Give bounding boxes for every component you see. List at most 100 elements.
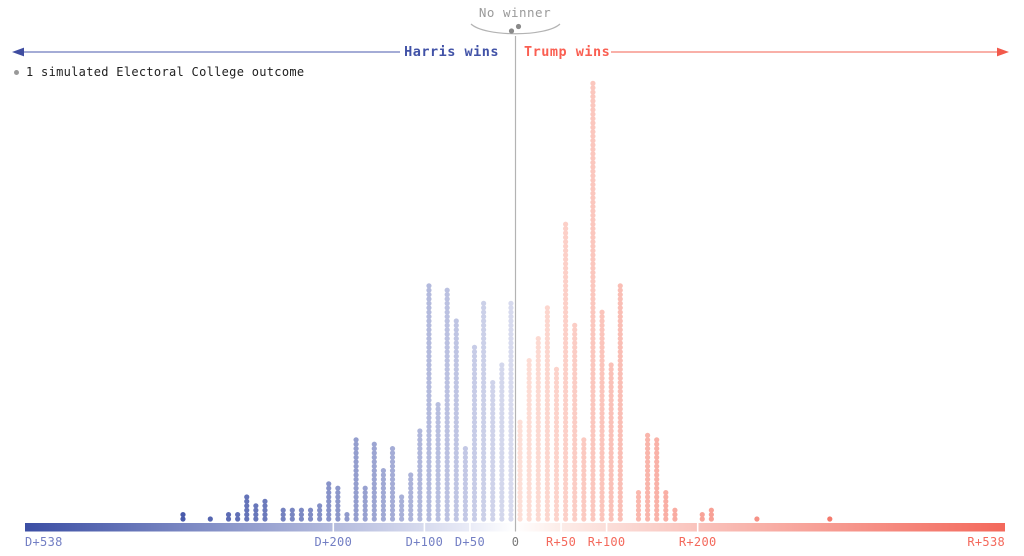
no-winner-dot	[515, 23, 522, 30]
simulation-dot	[435, 441, 441, 447]
simulation-dot	[526, 415, 532, 421]
simulation-dot	[417, 450, 423, 456]
simulation-dot	[444, 402, 450, 408]
simulation-dot	[544, 516, 550, 522]
simulation-dot	[353, 516, 359, 522]
simulation-dot	[508, 463, 514, 469]
simulation-dot	[508, 415, 514, 421]
simulation-dot	[453, 463, 459, 469]
simulation-dot	[471, 437, 478, 443]
simulation-dot	[526, 459, 532, 465]
simulation-dot	[453, 371, 459, 377]
simulation-dot	[408, 511, 414, 518]
simulation-dot	[827, 516, 833, 522]
simulation-dot	[444, 362, 450, 368]
simulation-dot	[544, 314, 550, 320]
simulation-dot	[590, 142, 596, 148]
simulation-dot	[453, 380, 459, 386]
dot-column-R+25	[535, 336, 541, 522]
simulation-dot	[362, 516, 368, 522]
simulation-dot	[362, 490, 368, 496]
simulation-dot	[644, 454, 651, 460]
simulation-dot	[481, 468, 487, 474]
simulation-dot	[526, 450, 532, 456]
simulation-dot	[517, 432, 523, 438]
simulation-dot	[481, 463, 487, 469]
simulation-dot	[317, 511, 323, 518]
simulation-dot	[508, 410, 514, 416]
simulation-dot	[608, 402, 614, 408]
simulation-dot	[544, 490, 550, 496]
simulation-dot	[617, 283, 623, 289]
simulation-dot	[371, 441, 377, 447]
dot-column-R+135	[635, 490, 642, 522]
simulation-dot	[462, 476, 468, 482]
simulation-dot	[544, 481, 550, 487]
simulation-dot	[371, 454, 377, 460]
simulation-dot	[353, 468, 359, 474]
simulation-dot	[444, 441, 450, 447]
simulation-dot	[481, 476, 487, 482]
simulation-dot	[608, 446, 614, 452]
simulation-dot	[453, 362, 459, 368]
simulation-dot	[563, 265, 569, 271]
simulation-dot	[617, 309, 623, 315]
simulation-dot	[444, 454, 450, 460]
simulation-dot	[608, 507, 614, 513]
simulation-dot	[535, 415, 541, 421]
simulation-dot	[590, 397, 596, 403]
simulation-dot	[508, 344, 514, 350]
simulation-dot	[508, 314, 514, 320]
simulation-dot	[307, 507, 314, 513]
simulation-dot	[563, 459, 569, 465]
simulation-dot	[380, 481, 387, 487]
simulation-dot	[590, 362, 596, 368]
simulation-dot	[408, 507, 414, 513]
simulation-dot	[563, 507, 569, 513]
simulation-dot	[608, 450, 614, 456]
simulation-dot	[590, 151, 596, 157]
simulation-dot	[535, 511, 541, 518]
simulation-dot	[635, 507, 642, 513]
simulation-dot	[453, 441, 459, 447]
simulation-dot	[508, 450, 514, 456]
simulation-dot	[590, 463, 596, 469]
simulation-dot	[590, 283, 596, 289]
simulation-dot	[462, 503, 468, 509]
simulation-dot	[280, 516, 286, 522]
simulation-dot	[180, 516, 186, 522]
simulation-dot	[335, 511, 341, 518]
simulation-dot	[590, 252, 596, 258]
simulation-dot	[617, 349, 623, 355]
simulation-dot	[471, 410, 478, 416]
dot-column-R+105	[608, 362, 614, 522]
simulation-dot	[590, 472, 596, 478]
simulation-dot	[499, 485, 505, 491]
simulation-dot	[526, 432, 532, 438]
simulation-dot	[508, 511, 514, 518]
simulation-dot	[553, 437, 560, 443]
simulation-dot	[572, 375, 578, 381]
simulation-dot	[535, 397, 541, 403]
simulation-dot	[599, 472, 605, 478]
simulation-dot	[553, 463, 560, 469]
simulation-dot	[508, 327, 514, 333]
simulation-dot	[590, 327, 596, 333]
simulation-dot	[572, 331, 578, 337]
simulation-dot	[553, 454, 560, 460]
simulation-dot	[253, 507, 259, 513]
simulation-dot	[553, 507, 560, 513]
simulation-dot	[353, 459, 359, 465]
simulation-dot	[581, 441, 587, 447]
simulation-dot	[526, 397, 532, 403]
simulation-dot	[535, 344, 541, 350]
simulation-dot	[599, 340, 605, 346]
simulation-dot	[535, 353, 541, 359]
simulation-dot	[462, 459, 468, 465]
simulation-dot	[553, 498, 560, 504]
legend: 1 simulated Electoral College outcome	[14, 64, 304, 80]
simulation-dot	[654, 494, 660, 500]
simulation-dot	[617, 516, 623, 522]
simulation-dot	[581, 507, 587, 513]
